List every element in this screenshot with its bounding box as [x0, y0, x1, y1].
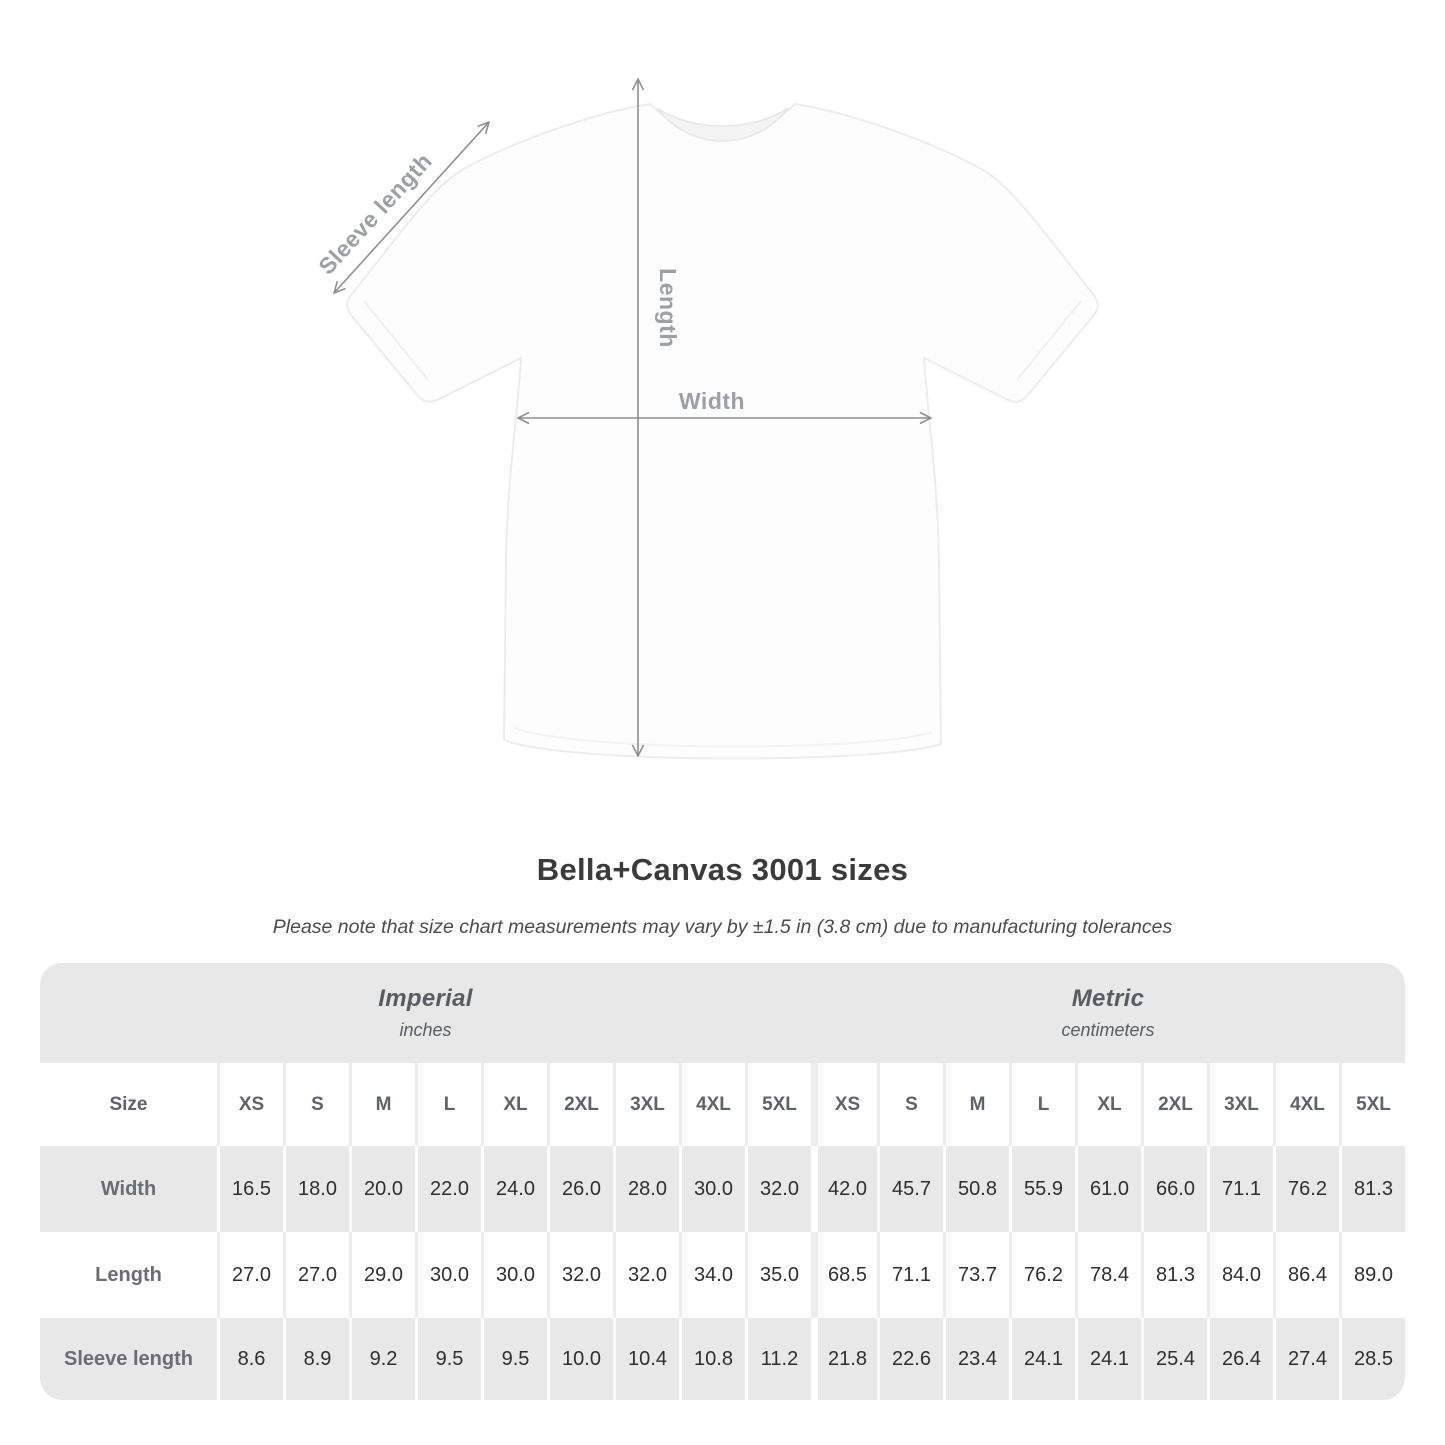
- value-cell-metric: 76.2: [1273, 1146, 1339, 1232]
- value-cell-metric: 71.1: [877, 1232, 943, 1318]
- value-cell-metric: 73.7: [943, 1232, 1009, 1318]
- size-header-metric: M: [943, 1063, 1009, 1146]
- measurement-arrows: [334, 79, 931, 756]
- value-cell-metric: 45.7: [877, 1146, 943, 1232]
- value-cell-imperial: 22.0: [415, 1146, 481, 1232]
- value-cell-imperial: 18.0: [283, 1146, 349, 1232]
- size-table-grid: Imperial inches Metric centimeters Size X…: [40, 963, 1405, 1400]
- size-header-metric: XL: [1075, 1063, 1141, 1146]
- value-cell-metric: 24.1: [1009, 1318, 1075, 1400]
- value-cell-imperial: 8.6: [217, 1318, 283, 1400]
- imperial-section-header: Imperial inches: [40, 963, 811, 1063]
- value-cell-imperial: 29.0: [349, 1232, 415, 1318]
- width-label: Width: [679, 388, 745, 414]
- size-table: Imperial inches Metric centimeters Size X…: [40, 963, 1405, 1400]
- tshirt-measurement-diagram: Sleeve length Length Width: [313, 0, 1099, 760]
- value-cell-metric: 23.4: [943, 1318, 1009, 1400]
- imperial-section-title: Imperial: [378, 985, 473, 1012]
- value-cell-metric: 68.5: [811, 1232, 877, 1318]
- value-cell-imperial: 27.0: [283, 1232, 349, 1318]
- value-cell-imperial: 34.0: [679, 1232, 745, 1318]
- value-cell-metric: 26.4: [1207, 1318, 1273, 1400]
- value-cell-imperial: 9.2: [349, 1318, 415, 1400]
- value-cell-metric: 81.3: [1141, 1232, 1207, 1318]
- value-cell-metric: 89.0: [1339, 1232, 1405, 1318]
- page-title: Bella+Canvas 3001 sizes: [536, 852, 909, 887]
- size-header-metric: 4XL: [1273, 1063, 1339, 1146]
- metric-section-unit: centimeters: [1061, 1020, 1155, 1040]
- value-cell-imperial: 10.8: [679, 1318, 745, 1400]
- value-cell-metric: 42.0: [811, 1146, 877, 1232]
- size-header-metric: 2XL: [1141, 1063, 1207, 1146]
- size-header-metric: 5XL: [1339, 1063, 1405, 1146]
- value-cell-imperial: 11.2: [745, 1318, 811, 1400]
- value-cell-imperial: 32.0: [547, 1232, 613, 1318]
- value-cell-metric: 78.4: [1075, 1232, 1141, 1318]
- value-cell-imperial: 32.0: [613, 1232, 679, 1318]
- value-cell-metric: 50.8: [943, 1146, 1009, 1232]
- value-cell-imperial: 20.0: [349, 1146, 415, 1232]
- size-header-imperial: 4XL: [679, 1063, 745, 1146]
- value-cell-metric: 22.6: [877, 1318, 943, 1400]
- value-cell-imperial: 26.0: [547, 1146, 613, 1232]
- value-cell-imperial: 10.4: [613, 1318, 679, 1400]
- value-cell-metric: 55.9: [1009, 1146, 1075, 1232]
- size-header-imperial: XS: [217, 1063, 283, 1146]
- value-cell-metric: 86.4: [1273, 1232, 1339, 1318]
- value-cell-metric: 61.0: [1075, 1146, 1141, 1232]
- metric-section-title: Metric: [1071, 985, 1145, 1012]
- value-cell-metric: 76.2: [1009, 1232, 1075, 1318]
- value-cell-metric: 27.4: [1273, 1318, 1339, 1400]
- size-header-metric: XS: [811, 1063, 877, 1146]
- value-cell-imperial: 30.0: [415, 1232, 481, 1318]
- size-column-header: Size: [40, 1063, 217, 1146]
- size-header-imperial: 5XL: [745, 1063, 811, 1146]
- size-header-metric: 3XL: [1207, 1063, 1273, 1146]
- size-header-imperial: XL: [481, 1063, 547, 1146]
- value-cell-imperial: 9.5: [415, 1318, 481, 1400]
- value-cell-imperial: 9.5: [481, 1318, 547, 1400]
- size-header-metric: S: [877, 1063, 943, 1146]
- value-cell-metric: 25.4: [1141, 1318, 1207, 1400]
- sleeve-length-arrow: [334, 122, 489, 293]
- value-cell-metric: 21.8: [811, 1318, 877, 1400]
- row-label: Width: [40, 1146, 217, 1232]
- value-cell-imperial: 35.0: [745, 1232, 811, 1318]
- length-label: Length: [655, 268, 681, 348]
- size-header-imperial: L: [415, 1063, 481, 1146]
- value-cell-imperial: 32.0: [745, 1146, 811, 1232]
- value-cell-imperial: 8.9: [283, 1318, 349, 1400]
- imperial-section-unit: inches: [399, 1020, 452, 1040]
- value-cell-metric: 81.3: [1339, 1146, 1405, 1232]
- size-header-metric: L: [1009, 1063, 1075, 1146]
- row-label: Length: [40, 1232, 217, 1318]
- value-cell-metric: 24.1: [1075, 1318, 1141, 1400]
- row-label: Sleeve length: [40, 1318, 217, 1400]
- tolerance-note: Please note that size chart measurements…: [272, 916, 1173, 938]
- metric-section-header: Metric centimeters: [811, 963, 1405, 1063]
- value-cell-imperial: 30.0: [679, 1146, 745, 1232]
- value-cell-imperial: 28.0: [613, 1146, 679, 1232]
- value-cell-imperial: 30.0: [481, 1232, 547, 1318]
- value-cell-metric: 71.1: [1207, 1146, 1273, 1232]
- value-cell-metric: 66.0: [1141, 1146, 1207, 1232]
- value-cell-imperial: 16.5: [217, 1146, 283, 1232]
- value-cell-imperial: 27.0: [217, 1232, 283, 1318]
- tshirt-image: [346, 102, 1099, 760]
- size-header-imperial: M: [349, 1063, 415, 1146]
- value-cell-metric: 84.0: [1207, 1232, 1273, 1318]
- value-cell-imperial: 24.0: [481, 1146, 547, 1232]
- value-cell-metric: 28.5: [1339, 1318, 1405, 1400]
- size-header-imperial: 3XL: [613, 1063, 679, 1146]
- value-cell-imperial: 10.0: [547, 1318, 613, 1400]
- size-header-imperial: 2XL: [547, 1063, 613, 1146]
- size-header-imperial: S: [283, 1063, 349, 1146]
